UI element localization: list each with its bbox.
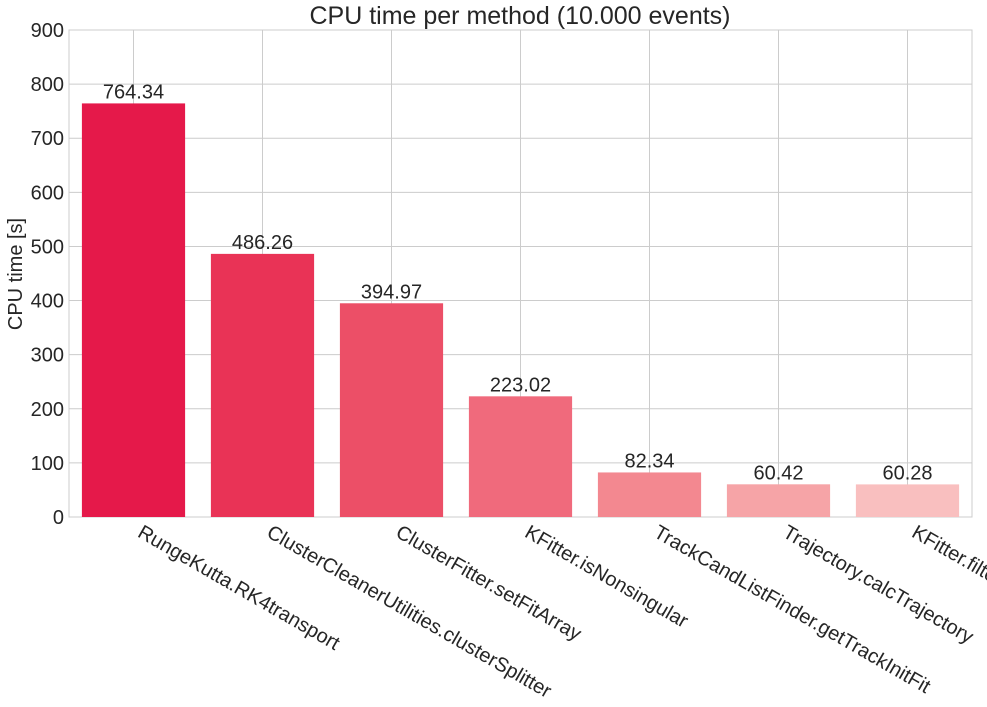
y-tick-label: 600 (31, 182, 64, 204)
data-label: 60.42 (753, 462, 803, 484)
data-label: 764.34 (103, 81, 164, 103)
bar (726, 484, 831, 517)
bar (339, 303, 444, 517)
y-tick-label: 900 (31, 20, 64, 42)
y-tick-label: 800 (31, 74, 64, 96)
chart-title: CPU time per method (10.000 events) (309, 2, 730, 30)
y-tick-labels: 0 100 200 300 400 500 600 700 800 900 (31, 20, 64, 529)
data-labels: 764.34 486.26 394.97 223.02 82.34 60.42 60.28 (103, 81, 933, 484)
bar (855, 484, 960, 517)
x-tick-labels: RungeKutta.RK4transportClusterCleanerUti… (134, 521, 987, 702)
data-label: 82.34 (624, 450, 674, 472)
data-label: 486.26 (232, 232, 293, 254)
y-tick-label: 500 (31, 236, 64, 258)
bar (81, 103, 186, 517)
data-label: 60.28 (882, 462, 932, 484)
y-tick-label: 0 (53, 507, 64, 529)
data-label: 394.97 (361, 281, 422, 303)
bar (210, 253, 315, 517)
y-axis-label: CPU time [s] (5, 218, 27, 330)
bar (597, 472, 702, 517)
x-tick-label: RungeKutta.RK4transport (134, 521, 344, 655)
x-tick-label: KFitter.filter (908, 521, 987, 591)
y-tick-label: 300 (31, 345, 64, 367)
y-tick-label: 700 (31, 128, 64, 150)
data-label: 223.02 (490, 374, 551, 396)
y-tick-label: 200 (31, 399, 64, 421)
bar (468, 396, 573, 517)
y-tick-label: 100 (31, 453, 64, 475)
y-tick-label: 400 (31, 291, 64, 313)
bars (81, 103, 960, 517)
